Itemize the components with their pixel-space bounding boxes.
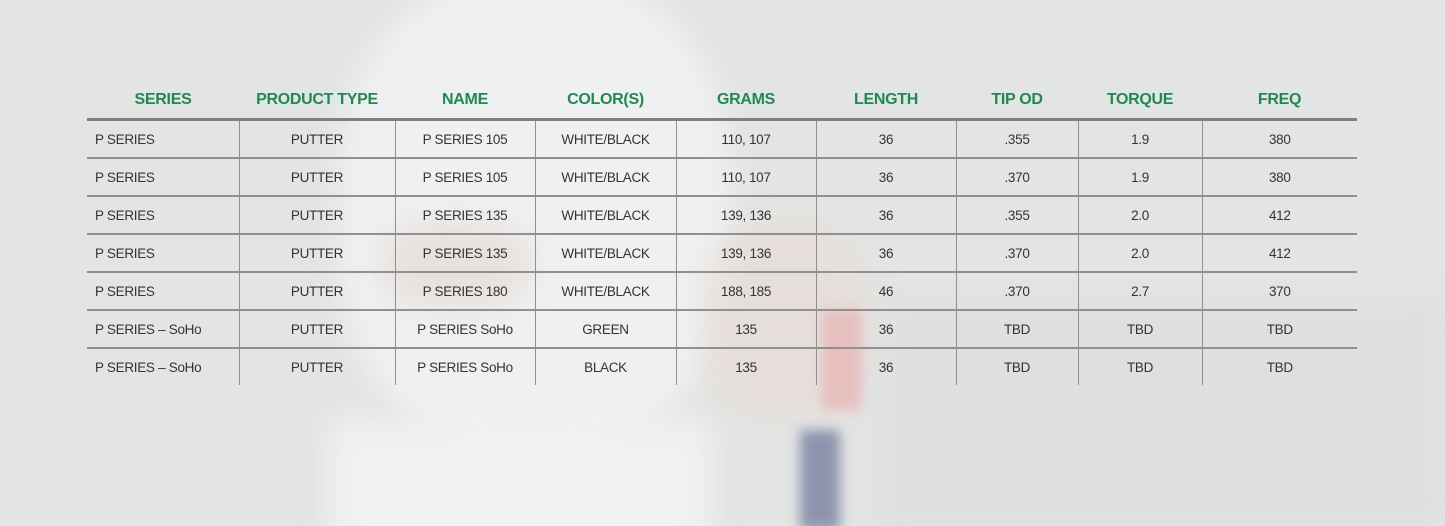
column-header-tip-od: TIP OD	[956, 82, 1078, 121]
table-cell: 2.0	[1077, 196, 1202, 235]
table-row: P SERIES PUTTER P SERIES 105 WHITE/BLACK 110…	[87, 158, 1357, 197]
table-cell: 110, 107	[675, 158, 816, 197]
column-header-grams: GRAMS	[676, 82, 816, 121]
table-cell: 36	[815, 234, 956, 273]
table-cell: P SERIES – SoHo	[95, 359, 202, 375]
column-header-freq: FREQ	[1202, 82, 1357, 121]
table-cell: 135	[675, 310, 816, 349]
header-row: SERIES PRODUCT TYPE NAME COLOR(S) GRAMS LENGT…	[87, 82, 1357, 121]
column-header-name: NAME	[395, 82, 535, 121]
table-row: P SERIES PUTTER P SERIES 135 WHITE/BLACK 139…	[87, 196, 1357, 235]
table-cell: P SERIES 135	[394, 196, 535, 235]
table-cell: 370	[1201, 272, 1357, 311]
table-cell: 139, 136	[675, 234, 816, 273]
table-cell: 412	[1201, 234, 1357, 273]
table-cell: 36	[815, 196, 956, 235]
column-header-color-s: COLOR(S)	[535, 82, 676, 121]
table-cell: 380	[1201, 158, 1357, 197]
table-cell: PUTTER	[238, 234, 395, 273]
table-cell: P SERIES SoHo	[394, 348, 535, 385]
table-cell: P SERIES 105	[394, 158, 535, 197]
table-cell: .355	[955, 119, 1078, 159]
column-header-series: SERIES	[87, 82, 239, 121]
table-row: P SERIES – SoHo PUTTER P SERIES SoHo GREEN 1…	[87, 310, 1357, 349]
table-cell: TBD	[1201, 310, 1357, 349]
column-header-product-type: PRODUCT TYPE	[239, 82, 395, 121]
table-cell: 36	[815, 119, 956, 159]
table-cell: WHITE/BLACK	[534, 119, 676, 159]
table-cell: 1.9	[1077, 119, 1202, 159]
table-cell: P SERIES 105	[394, 119, 535, 159]
table-cell: WHITE/BLACK	[534, 158, 676, 197]
table-cell: PUTTER	[238, 348, 395, 385]
club-shaft	[800, 430, 840, 526]
table-cell: P SERIES	[87, 158, 239, 197]
table-cell: P SERIES 180	[394, 272, 535, 311]
table-cell: PUTTER	[238, 158, 395, 197]
table-cell: .370	[955, 272, 1078, 311]
table-cell: P SERIES – SoHo	[87, 310, 239, 349]
table-cell: P SERIES 135	[394, 234, 535, 273]
table-cell: PUTTER	[238, 272, 395, 311]
table-cell: 1.9	[1077, 158, 1202, 197]
table-cell: 36	[815, 348, 956, 385]
column-header-torque: TORQUE	[1078, 82, 1202, 121]
table-row: P SERIES PUTTER P SERIES 180 WHITE/BLACK 188…	[87, 272, 1357, 311]
table-cell: P SERIES SoHo	[394, 310, 535, 349]
table-cell: WHITE/BLACK	[534, 272, 676, 311]
table-cell: PUTTER	[238, 119, 395, 159]
table-cell: .370	[955, 234, 1078, 273]
table-cell: 2.7	[1077, 272, 1202, 311]
table-cell: 36	[815, 310, 956, 349]
table-cell: 188, 185	[675, 272, 816, 311]
table-cell: P SERIES	[87, 272, 239, 311]
table-cell: 46	[815, 272, 956, 311]
table-cell: WHITE/BLACK	[534, 196, 676, 235]
table-cell: .370	[955, 158, 1078, 197]
spec-table: SERIES PRODUCT TYPE NAME COLOR(S) GRAMS LENGT…	[87, 82, 1357, 385]
table-cell: WHITE/BLACK	[534, 234, 676, 273]
table-row: P SERIES – SoHo PUTTER P SERIES SoHo BLACK 1…	[87, 348, 1357, 385]
table-cell: 412	[1201, 196, 1357, 235]
column-header-length: LENGTH	[816, 82, 956, 121]
table-cell: TBD	[1077, 348, 1202, 385]
table-cell: 2.0	[1077, 234, 1202, 273]
table-cell: PUTTER	[238, 310, 395, 349]
table-cell: .355	[955, 196, 1078, 235]
table-cell: 380	[1201, 119, 1357, 159]
table-cell: PUTTER	[238, 196, 395, 235]
table-cell: P SERIES	[87, 234, 239, 273]
table-cell: TBD	[1201, 348, 1357, 385]
table-row: P SERIES PUTTER P SERIES 135 WHITE/BLACK 139…	[87, 234, 1357, 273]
table-cell: P SERIES	[87, 196, 239, 235]
table-cell: TBD	[955, 348, 1078, 385]
table-cell: TBD	[1077, 310, 1202, 349]
table-cell: 110, 107	[675, 119, 816, 159]
table-cell: 139, 136	[675, 196, 816, 235]
table-row: P SERIES PUTTER P SERIES 105 WHITE/BLACK 110…	[87, 119, 1357, 159]
table-cell: 135	[675, 348, 816, 385]
table-cell: GREEN	[534, 310, 676, 349]
golfer-pants	[330, 420, 710, 526]
table-cell: 36	[815, 158, 956, 197]
table-cell: P SERIES	[87, 119, 239, 159]
table-cell: TBD	[955, 310, 1078, 349]
table-cell: BLACK	[534, 348, 676, 385]
